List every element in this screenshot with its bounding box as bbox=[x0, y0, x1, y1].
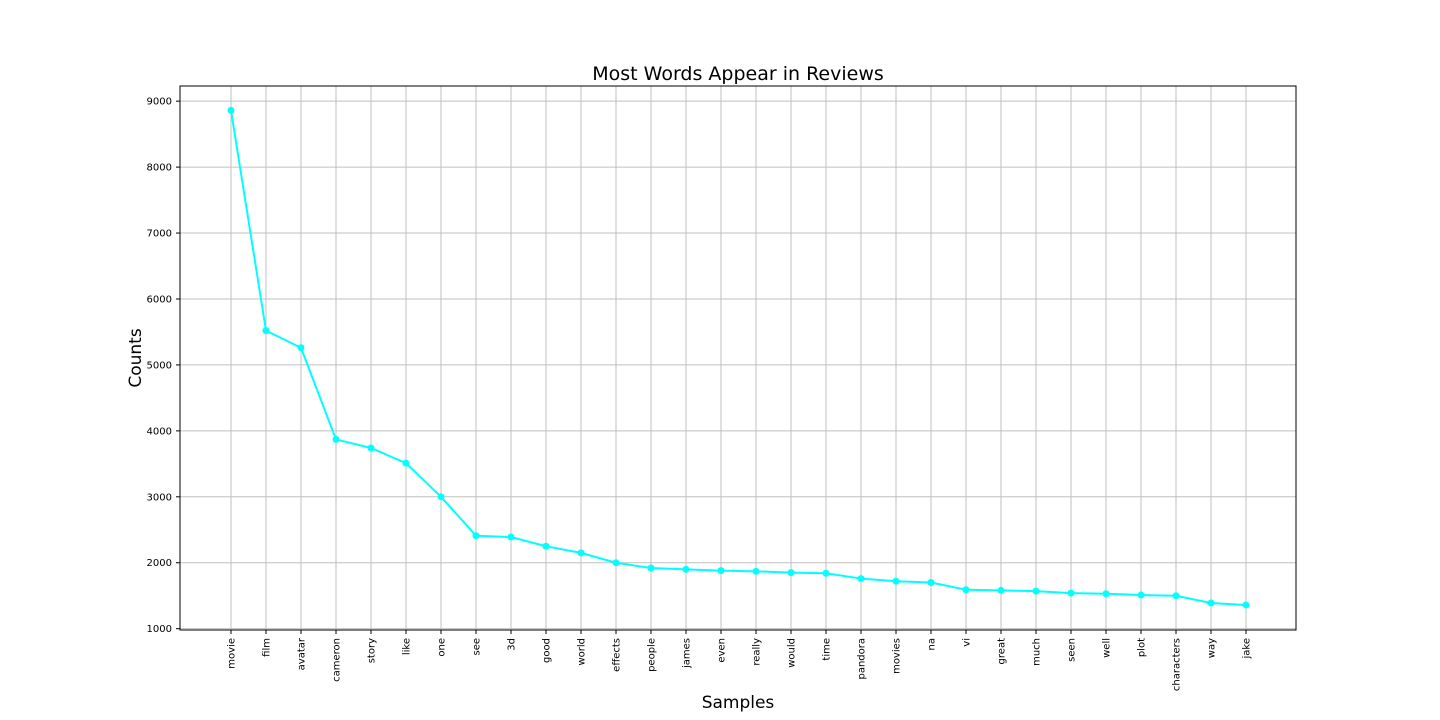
data-point bbox=[1067, 589, 1075, 597]
y-tick-label: 5000 bbox=[147, 360, 172, 371]
data-point bbox=[577, 549, 585, 557]
data-point bbox=[857, 575, 865, 583]
y-axis-title: Counts bbox=[126, 328, 146, 387]
x-tick-label: vi bbox=[962, 638, 973, 647]
chart-title: Most Words Appear in Reviews bbox=[592, 63, 884, 85]
x-tick-label: cameron bbox=[332, 638, 343, 682]
y-tick-label: 6000 bbox=[147, 294, 172, 305]
data-point bbox=[822, 569, 830, 577]
x-tick-label: story bbox=[367, 638, 378, 663]
grid-lines bbox=[180, 86, 1296, 630]
series-line bbox=[230, 110, 1247, 606]
data-point bbox=[647, 564, 655, 572]
x-tick-label: way bbox=[1207, 638, 1218, 658]
data-point bbox=[437, 493, 445, 501]
data-point bbox=[1032, 587, 1040, 595]
y-tick-label: 7000 bbox=[147, 229, 172, 240]
data-point bbox=[1242, 601, 1250, 609]
x-tick-label: much bbox=[1032, 638, 1043, 666]
y-tick-label: 2000 bbox=[147, 558, 172, 569]
data-point bbox=[717, 567, 725, 575]
x-tick-label: like bbox=[402, 638, 413, 655]
x-tick-label: would bbox=[787, 638, 798, 668]
x-tick-label: good bbox=[542, 638, 553, 663]
x-tick-label: movie bbox=[227, 638, 238, 669]
data-point bbox=[997, 586, 1005, 594]
data-point bbox=[262, 327, 270, 335]
x-tick-label: avatar bbox=[297, 637, 308, 670]
data-point bbox=[472, 532, 480, 540]
data-point bbox=[1102, 590, 1110, 598]
x-tick-label: see bbox=[472, 638, 483, 656]
y-tick-label: 8000 bbox=[147, 163, 172, 174]
y-tick-label: 4000 bbox=[147, 426, 172, 437]
data-point bbox=[227, 106, 235, 114]
data-point bbox=[542, 542, 550, 550]
x-tick-label: characters bbox=[1172, 638, 1183, 691]
data-point bbox=[1207, 599, 1215, 607]
x-tick-label: even bbox=[717, 638, 728, 663]
x-tick-label: pandora bbox=[857, 638, 868, 680]
x-tick-label: na bbox=[927, 638, 938, 650]
x-tick-label: plot bbox=[1137, 638, 1148, 657]
x-tick-label: people bbox=[647, 638, 658, 672]
data-point bbox=[402, 459, 410, 467]
y-axis: 1000 2000 3000 4000 5000 6000 7000 8000 9000 bbox=[147, 97, 180, 635]
x-tick-label: well bbox=[1102, 638, 1113, 658]
data-point bbox=[297, 344, 305, 352]
x-tick-label: film bbox=[262, 638, 273, 657]
y-tick-label: 3000 bbox=[147, 492, 172, 503]
data-point bbox=[752, 567, 760, 575]
x-axis: movie film avatar cameron story like one see 3d g… bbox=[227, 630, 1253, 691]
x-tick-label: really bbox=[752, 638, 763, 666]
x-tick-label: effects bbox=[612, 638, 623, 672]
data-point bbox=[962, 586, 970, 594]
data-point bbox=[332, 435, 340, 443]
x-axis-title: Samples bbox=[702, 693, 775, 713]
data-point bbox=[1137, 591, 1145, 599]
x-tick-label: one bbox=[437, 638, 448, 657]
x-tick-label: seen bbox=[1067, 638, 1078, 662]
x-tick-label: world bbox=[577, 638, 588, 666]
y-tick-label: 1000 bbox=[147, 624, 172, 635]
plot-frame bbox=[179, 85, 1297, 631]
series-layer bbox=[227, 106, 1250, 609]
data-point bbox=[1172, 592, 1180, 600]
x-tick-label: jake bbox=[1242, 638, 1253, 660]
data-point bbox=[507, 533, 515, 541]
data-point bbox=[367, 444, 375, 452]
data-point bbox=[787, 569, 795, 577]
x-tick-label: time bbox=[822, 638, 833, 661]
data-point bbox=[612, 559, 620, 567]
x-tick-label: movies bbox=[892, 638, 903, 674]
data-point bbox=[927, 579, 935, 587]
x-tick-label: 3d bbox=[507, 638, 518, 651]
x-tick-label: great bbox=[997, 638, 1008, 665]
data-point bbox=[892, 577, 900, 585]
x-tick-label: james bbox=[682, 638, 693, 669]
y-tick-label: 9000 bbox=[147, 97, 172, 108]
data-point bbox=[682, 565, 690, 573]
